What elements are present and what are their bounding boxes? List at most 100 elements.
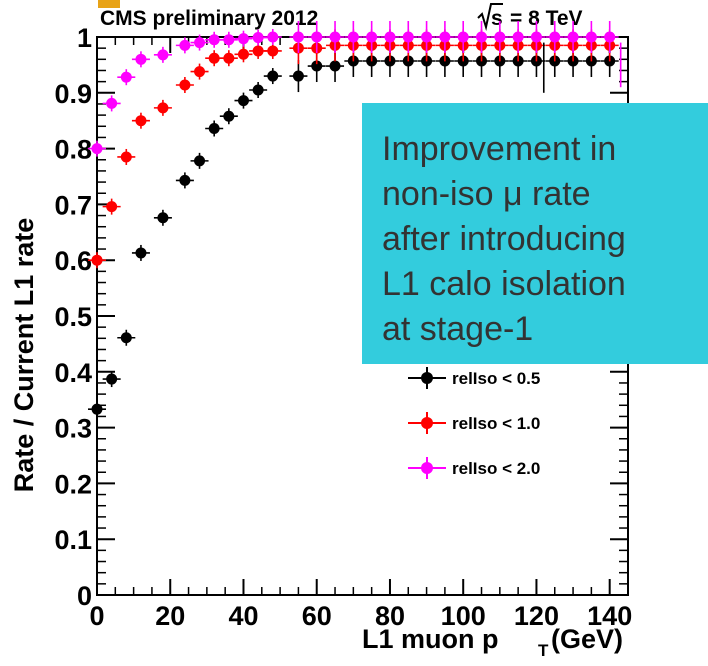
callout-line-1: Improvement in (382, 130, 616, 168)
legend-label-1: relIso < 0.5 (452, 369, 540, 388)
legend-entry-1: relIso < 0.5 (408, 367, 540, 389)
data-point (329, 31, 341, 43)
legend-label-2: relIso < 1.0 (452, 414, 540, 433)
data-point (135, 247, 147, 259)
data-point (252, 84, 264, 96)
data-point (91, 143, 103, 155)
data-point (106, 201, 118, 213)
data-point (549, 31, 561, 43)
data-point (567, 31, 579, 43)
data-point (267, 45, 279, 57)
data-point (208, 34, 220, 46)
data-point (106, 97, 118, 109)
data-point (421, 31, 433, 43)
y-tick-label: 0 (77, 581, 92, 611)
callout: Improvement in non-iso μ rate after intr… (362, 103, 708, 364)
data-point (120, 151, 132, 163)
callout-line-4: L1 calo isolation (382, 265, 626, 303)
data-layer (88, 21, 622, 418)
x-axis-title-unit: (GeV) (551, 624, 623, 654)
data-point (237, 95, 249, 107)
data-point (194, 37, 206, 49)
x-tick-label: 60 (302, 601, 332, 631)
data-point (135, 115, 147, 127)
x-tick-label: 100 (441, 601, 486, 631)
data-point (476, 31, 488, 43)
legend-label-3: relIso < 2.0 (452, 459, 540, 478)
sqrt-icon (477, 3, 503, 31)
y-tick-label: 0.3 (54, 414, 92, 444)
data-point (120, 71, 132, 83)
data-point (157, 102, 169, 114)
y-tick-label: 0.5 (54, 302, 92, 332)
data-point (223, 110, 235, 122)
header-right-text: = 8 TeV (510, 7, 583, 30)
legend-marker-1 (421, 372, 433, 384)
y-tick-label: 0.1 (54, 525, 92, 555)
x-tick-label: 40 (228, 601, 258, 631)
data-point (329, 60, 341, 72)
y-tick-label: 0.2 (54, 469, 92, 499)
data-point (384, 31, 396, 43)
data-point (402, 31, 414, 43)
header-right-symbol: s (491, 7, 503, 30)
x-axis-title: L1 muon p T (GeV) (362, 624, 623, 660)
data-point (223, 52, 235, 64)
legend-marker-2 (421, 417, 433, 429)
x-tick-label: 0 (89, 601, 104, 631)
data-point (252, 32, 264, 44)
y-tick-label: 1 (77, 23, 92, 53)
data-point (267, 31, 279, 43)
cms-logo-icon (98, 0, 120, 8)
x-tick-label: 20 (155, 601, 185, 631)
data-point (120, 332, 132, 344)
data-point (194, 66, 206, 78)
y-tick-label: 0.8 (54, 135, 92, 165)
legend-marker-3 (421, 462, 433, 474)
data-point (208, 52, 220, 64)
callout-line-2: non-iso μ rate (382, 175, 591, 213)
data-point (512, 31, 524, 43)
callout-line-5: at stage-1 (382, 310, 533, 348)
data-point (366, 31, 378, 43)
data-point (292, 70, 304, 82)
data-point (237, 48, 249, 60)
data-point (194, 155, 206, 167)
data-point (252, 45, 264, 57)
data-point (457, 31, 469, 43)
x-tick-label: 120 (514, 601, 559, 631)
x-tick-label: 80 (375, 601, 405, 631)
data-point (585, 31, 597, 43)
data-point (179, 79, 191, 91)
y-tick-label: 0.7 (54, 190, 92, 220)
data-point (179, 174, 191, 186)
data-point (494, 31, 506, 43)
callout-line-3: after introducing (382, 220, 626, 258)
y-axis-title: Rate / Current L1 rate (9, 218, 39, 493)
y-tick-label: 0.9 (54, 79, 92, 109)
data-point (267, 70, 279, 82)
data-point (135, 53, 147, 65)
data-point (223, 34, 235, 46)
data-point (157, 212, 169, 224)
data-point (237, 33, 249, 45)
legend-entry-3: relIso < 2.0 (408, 457, 540, 479)
y-tick-label: 0.4 (54, 358, 92, 388)
legend-entry-2: relIso < 1.0 (408, 412, 540, 434)
x-axis-title-main: L1 muon p (362, 624, 499, 654)
callout-box (362, 103, 708, 364)
data-point (530, 31, 542, 43)
data-point (292, 31, 304, 43)
data-point (157, 49, 169, 61)
legend: relIso < 0.5 relIso < 1.0 relIso < 2.0 (408, 367, 540, 479)
x-tick-label: 140 (587, 601, 632, 631)
data-point (439, 31, 451, 43)
header-left: CMS preliminary 2012 (100, 7, 318, 30)
data-point (347, 31, 359, 43)
x-axis-title-sub: T (538, 641, 549, 660)
data-point (311, 31, 323, 43)
data-point (106, 373, 118, 385)
data-point (604, 31, 616, 43)
y-tick-label: 0.6 (54, 246, 92, 276)
